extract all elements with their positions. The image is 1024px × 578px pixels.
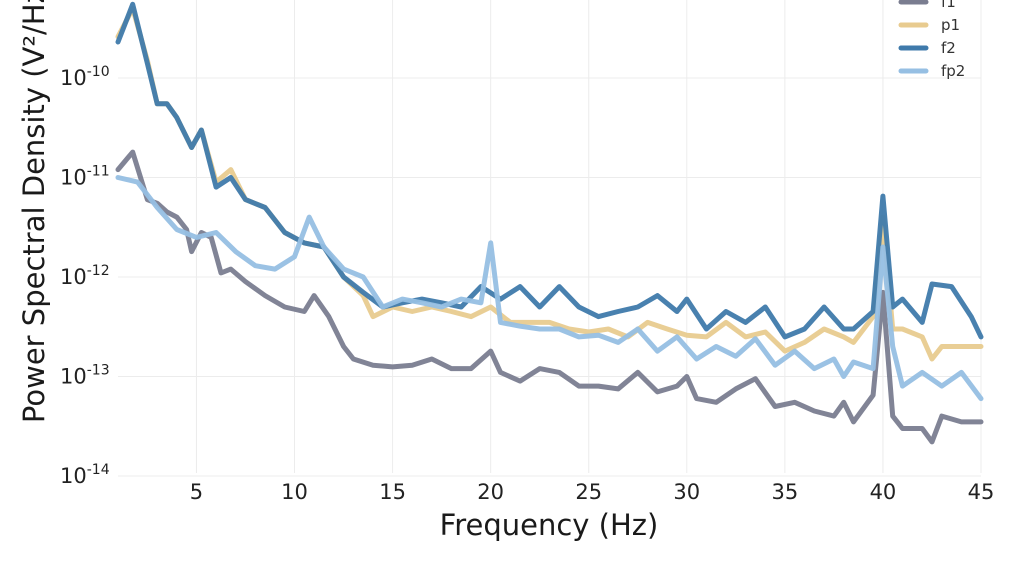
x-tick-label: 20 — [477, 480, 504, 504]
series-line-f1 — [115, 149, 984, 445]
x-tick-label: 35 — [771, 480, 798, 504]
legend-label-f1: f1 — [941, 0, 956, 11]
legend-label-fp2: fp2 — [941, 62, 965, 80]
series-line-p1 — [115, 6, 984, 362]
y-tick-label: 10-14 — [60, 462, 110, 488]
x-tick-label: 10 — [281, 480, 308, 504]
y-tick-label: 10-11 — [60, 164, 110, 190]
x-tick-label: 40 — [870, 480, 897, 504]
y-axis-ticks: 10-10 10-11 10-12 10-13 10-14 — [60, 64, 110, 488]
x-tick-label: 25 — [575, 480, 602, 504]
series-line-f2 — [115, 1, 984, 340]
grid — [118, 0, 982, 477]
x-tick-label: 30 — [673, 480, 700, 504]
series-group — [115, 1, 984, 445]
legend-label-f2: f2 — [941, 39, 956, 57]
x-axis-label: Frequency (Hz) — [440, 508, 659, 542]
y-tick-label: 10-13 — [60, 363, 110, 389]
legend: f1 p1 f2 fp2 — [898, 0, 965, 80]
x-tick-label: 5 — [190, 480, 203, 504]
y-tick-label: 10-10 — [60, 64, 110, 90]
x-tick-label: 45 — [968, 480, 995, 504]
y-tick-label: 10-12 — [60, 263, 110, 289]
x-axis-ticks: 5 10 15 20 25 30 35 40 45 — [190, 480, 995, 504]
legend-label-p1: p1 — [941, 16, 960, 34]
series-line-fp2 — [115, 175, 984, 402]
x-tick-label: 15 — [379, 480, 406, 504]
y-axis-label: Power Spectral Density (V²/Hz) — [17, 0, 51, 423]
